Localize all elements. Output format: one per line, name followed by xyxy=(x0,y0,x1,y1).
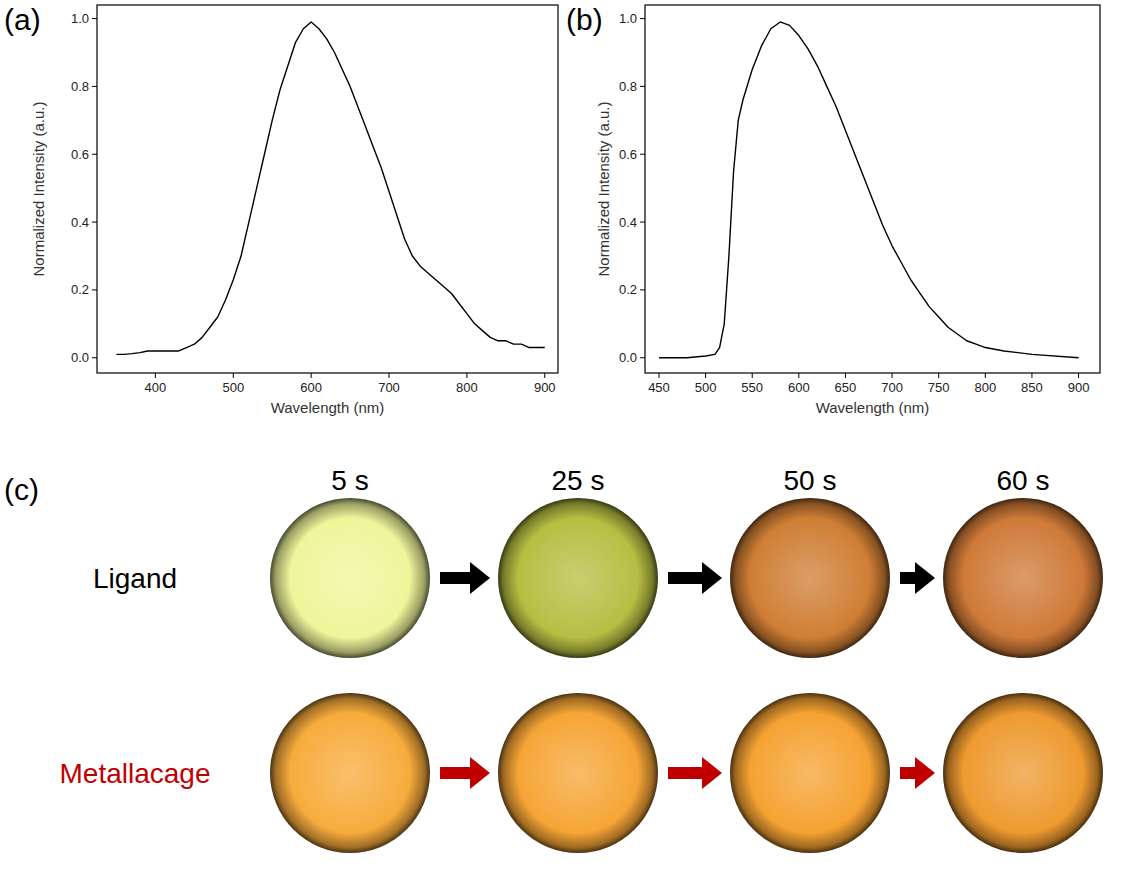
y-tick xyxy=(92,222,97,223)
sample-photo xyxy=(943,498,1103,658)
x-tick xyxy=(389,373,390,378)
time-label: 50 s xyxy=(784,465,837,496)
x-tick-label: 900 xyxy=(1068,380,1090,395)
y-tick-label: 0.8 xyxy=(71,79,89,94)
y-tick-label: 0.4 xyxy=(619,215,637,230)
figure: 400 500 600 700 800 900 0.0 0.2 0.4 0.6 0.8 1.0 Wave… xyxy=(0,0,1124,883)
arrow xyxy=(440,562,490,594)
plot-frame xyxy=(97,5,558,373)
y-tick xyxy=(92,86,97,87)
x-axis-title: Wavelength (nm) xyxy=(816,399,930,416)
arrow xyxy=(668,562,722,594)
sample-photo xyxy=(270,498,430,658)
panel-letter: (a) xyxy=(4,3,41,36)
plot-frame xyxy=(645,5,1100,373)
y-axis-title: Normalized Intensity (a.u.) xyxy=(595,101,612,276)
x-tick xyxy=(985,373,986,378)
spectrum-line xyxy=(116,22,544,354)
x-tick-label: 500 xyxy=(222,380,244,395)
y-tick xyxy=(640,222,645,223)
time-label: 5 s xyxy=(331,465,368,496)
y-tick xyxy=(640,154,645,155)
y-tick-label: 0.0 xyxy=(71,350,89,365)
sample-photo xyxy=(730,498,890,658)
x-tick-label: 600 xyxy=(300,380,322,395)
x-tick xyxy=(311,373,312,378)
y-axis-title: Normalized Intensity (a.u.) xyxy=(30,101,47,276)
y-tick-label: 0.2 xyxy=(71,282,89,297)
x-tick-label: 800 xyxy=(974,380,996,395)
y-tick-label: 1.0 xyxy=(71,11,89,26)
spectrum-line xyxy=(659,22,1079,358)
y-tick xyxy=(640,86,645,87)
x-tick-label: 800 xyxy=(456,380,478,395)
x-tick xyxy=(752,373,753,378)
arrow xyxy=(900,757,935,789)
sample-photo xyxy=(270,693,430,853)
x-tick-label: 550 xyxy=(741,380,763,395)
time-label: 60 s xyxy=(997,465,1050,496)
y-tick-label: 0.2 xyxy=(619,282,637,297)
x-tick-label: 700 xyxy=(881,380,903,395)
x-tick xyxy=(705,373,706,378)
row-label: Ligand xyxy=(93,563,177,594)
data-group xyxy=(116,22,544,354)
data-group xyxy=(659,22,1079,358)
x-tick xyxy=(544,373,545,378)
x-tick-label: 600 xyxy=(788,380,810,395)
x-tick-label: 750 xyxy=(928,380,950,395)
sample-photo xyxy=(498,693,658,853)
y-tick xyxy=(92,154,97,155)
y-tick-label: 0.4 xyxy=(71,215,89,230)
x-tick xyxy=(845,373,846,378)
sample-photo xyxy=(730,693,890,853)
x-tick-label: 500 xyxy=(695,380,717,395)
arrow xyxy=(900,562,935,594)
y-tick xyxy=(92,357,97,358)
x-tick-label: 850 xyxy=(1021,380,1043,395)
x-tick xyxy=(1031,373,1032,378)
x-axis-title: Wavelength (nm) xyxy=(271,399,385,416)
y-tick-label: 1.0 xyxy=(619,11,637,26)
x-tick xyxy=(798,373,799,378)
panel-1: 450 500 550 600 650 700 750 800 850 900 0.0 0.2 0.4 0… xyxy=(566,3,1100,416)
x-tick-label: 400 xyxy=(145,380,167,395)
x-tick xyxy=(233,373,234,378)
x-tick-label: 450 xyxy=(648,380,670,395)
x-tick-label: 900 xyxy=(534,380,556,395)
x-tick xyxy=(658,373,659,378)
y-tick xyxy=(640,289,645,290)
panel-0: 400 500 600 700 800 900 0.0 0.2 0.4 0.6 0.8 1.0 Wave… xyxy=(4,3,558,416)
x-tick xyxy=(892,373,893,378)
x-tick xyxy=(466,373,467,378)
row-label: Metallacage xyxy=(60,758,211,789)
y-tick xyxy=(92,18,97,19)
sample-photo xyxy=(943,693,1103,853)
y-tick-label: 0.6 xyxy=(71,147,89,162)
x-tick xyxy=(1078,373,1079,378)
sample-photo xyxy=(498,498,658,658)
panel-c: (c) 5 s 25 s 50 s 60 s Ligand Metallacage xyxy=(4,465,1103,853)
y-tick xyxy=(640,357,645,358)
arrow xyxy=(668,757,722,789)
arrow xyxy=(440,757,490,789)
panel-letter: (c) xyxy=(4,473,39,506)
x-tick-label: 700 xyxy=(378,380,400,395)
y-tick-label: 0.8 xyxy=(619,79,637,94)
y-tick xyxy=(92,289,97,290)
x-tick xyxy=(155,373,156,378)
y-tick-label: 0.6 xyxy=(619,147,637,162)
panel-letter: (b) xyxy=(566,3,603,36)
y-tick xyxy=(640,18,645,19)
y-tick-label: 0.0 xyxy=(619,350,637,365)
x-tick xyxy=(938,373,939,378)
time-label: 25 s xyxy=(552,465,605,496)
x-tick-label: 650 xyxy=(835,380,857,395)
